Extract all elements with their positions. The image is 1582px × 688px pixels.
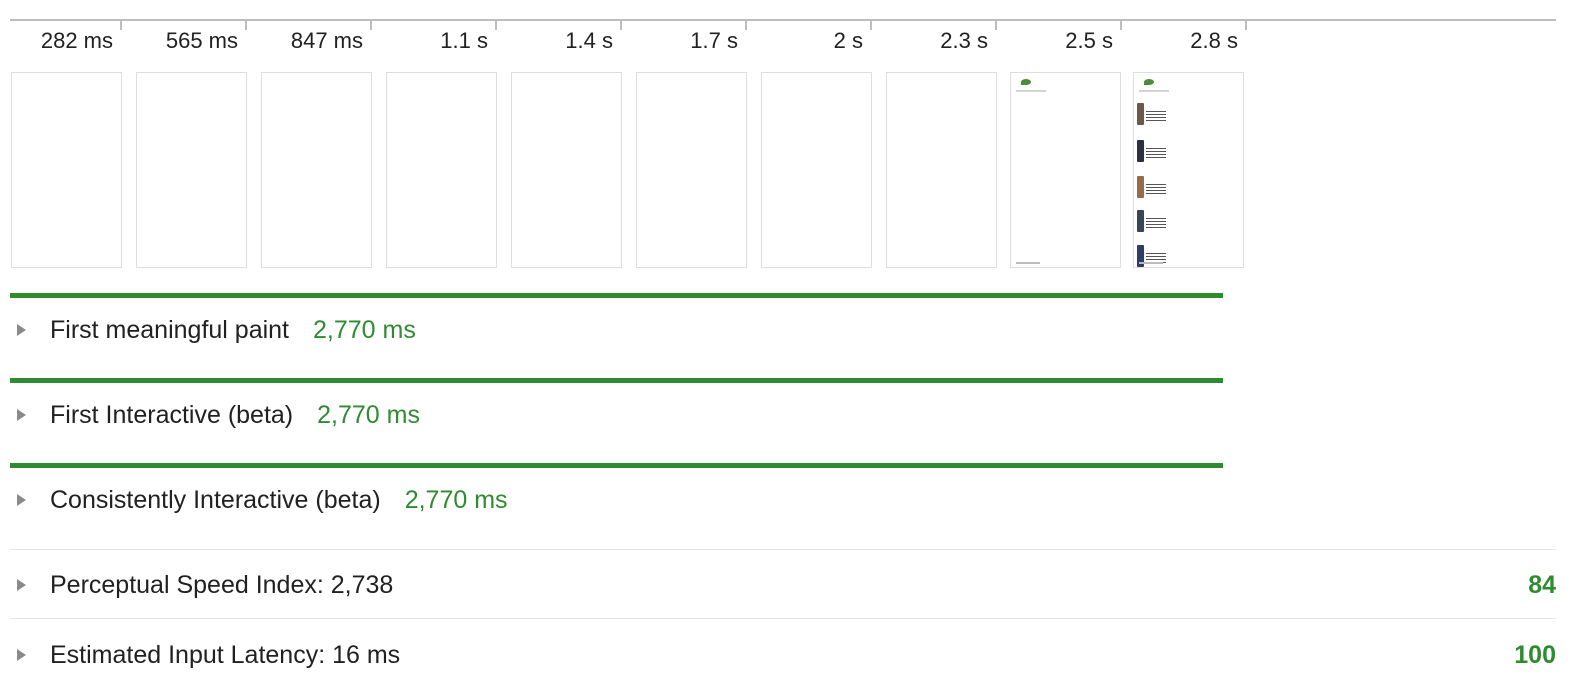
filmstrip-frame — [511, 72, 622, 268]
metric-value: 2,770 ms — [317, 400, 420, 429]
audit-score: 84 — [1528, 570, 1556, 599]
filmstrip-frame — [386, 72, 497, 268]
frame-timestamp: 1.4 s — [565, 28, 613, 53]
metric-consistently-interactive[interactable]: Consistently Interactive (beta) 2,770 ms — [0, 480, 508, 520]
filmstrip-frame — [761, 72, 872, 268]
frame-timestamp: 2 s — [833, 28, 863, 53]
audit-label: Perceptual Speed Index: 2,738 — [50, 570, 394, 599]
frame-timestamp: 2.5 s — [1065, 28, 1113, 53]
article-image-thumbnail — [1137, 245, 1144, 267]
timeline-tick — [1245, 20, 1247, 30]
timeline-rule — [10, 19, 1556, 21]
timeline-tick — [370, 20, 372, 30]
frame-timestamp: 847 ms — [290, 28, 363, 53]
timeline-tick — [620, 20, 622, 30]
triangle-right-icon[interactable] — [17, 324, 26, 336]
metric-label: Consistently Interactive (beta) — [50, 485, 381, 514]
filmstrip-frame — [11, 72, 122, 268]
audit-perceptual-speed-index[interactable]: Perceptual Speed Index: 2,738 84 — [0, 565, 1582, 605]
timeline-tick — [745, 20, 747, 30]
article-image-thumbnail — [1137, 140, 1144, 162]
filmstrip-frame — [636, 72, 747, 268]
page-logo-thumbnail — [1144, 79, 1154, 85]
audit-label: Estimated Input Latency: 16 ms — [50, 640, 401, 669]
metric-timing-bar — [10, 378, 1223, 383]
row-divider — [10, 618, 1556, 619]
page-header-thumbnail — [1016, 90, 1046, 92]
page-footer-thumbnail — [1016, 262, 1040, 264]
metric-label: First Interactive (beta) — [50, 400, 294, 429]
metric-label: First meaningful paint — [50, 315, 290, 344]
frame-timestamp: 1.7 s — [690, 28, 738, 53]
triangle-right-icon[interactable] — [17, 579, 26, 591]
page-header-thumbnail — [1139, 90, 1169, 92]
article-text-thumbnail — [1146, 253, 1166, 263]
article-image-thumbnail — [1137, 210, 1144, 232]
audit-estimated-input-latency[interactable]: Estimated Input Latency: 16 ms 100 — [0, 635, 1582, 675]
timeline-tick — [120, 20, 122, 30]
timeline-tick — [245, 20, 247, 30]
article-image-thumbnail — [1137, 103, 1144, 125]
triangle-right-icon[interactable] — [17, 649, 26, 661]
filmstrip-frame-full-render — [1133, 72, 1244, 268]
frame-timestamp: 2.3 s — [940, 28, 988, 53]
frame-timestamp: 565 ms — [165, 28, 238, 53]
page-footer-thumbnail — [1139, 262, 1163, 264]
article-text-thumbnail — [1146, 148, 1166, 158]
article-image-thumbnail — [1137, 176, 1144, 198]
triangle-right-icon[interactable] — [17, 409, 26, 421]
page-logo-thumbnail — [1021, 79, 1031, 85]
timeline-tick — [495, 20, 497, 30]
frame-timestamp: 2.8 s — [1190, 28, 1238, 53]
audit-score: 100 — [1514, 640, 1556, 669]
frame-timestamp: 1.1 s — [440, 28, 488, 53]
timeline-tick — [870, 20, 872, 30]
metric-first-interactive[interactable]: First Interactive (beta) 2,770 ms — [0, 395, 420, 435]
timeline-tick — [1120, 20, 1122, 30]
filmstrip-frame-partial-render — [1010, 72, 1121, 268]
filmstrip-frame — [136, 72, 247, 268]
metric-timing-bar — [10, 293, 1223, 298]
metric-first-meaningful-paint[interactable]: First meaningful paint 2,770 ms — [0, 310, 416, 350]
article-text-thumbnail — [1146, 218, 1166, 228]
filmstrip-frame — [261, 72, 372, 268]
metric-value: 2,770 ms — [313, 315, 416, 344]
row-divider — [10, 549, 1556, 550]
filmstrip-frame — [886, 72, 997, 268]
article-text-thumbnail — [1146, 184, 1166, 194]
timeline-tick — [995, 20, 997, 30]
metric-timing-bar — [10, 463, 1223, 468]
triangle-right-icon[interactable] — [17, 494, 26, 506]
metric-value: 2,770 ms — [404, 485, 508, 514]
frame-timestamp: 282 ms — [40, 28, 113, 53]
article-text-thumbnail — [1146, 111, 1166, 121]
